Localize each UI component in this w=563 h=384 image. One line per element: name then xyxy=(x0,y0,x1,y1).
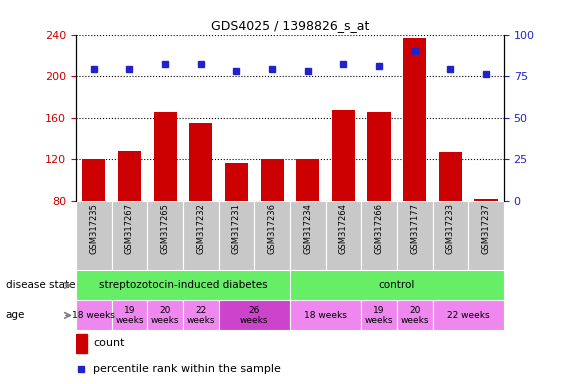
Bar xyxy=(397,300,432,330)
Text: GSM317264: GSM317264 xyxy=(339,203,348,254)
Title: GDS4025 / 1398826_s_at: GDS4025 / 1398826_s_at xyxy=(211,19,369,32)
Bar xyxy=(76,270,290,300)
Text: 22 weeks: 22 weeks xyxy=(447,311,490,320)
Bar xyxy=(432,300,504,330)
Bar xyxy=(361,201,397,270)
Bar xyxy=(183,201,218,270)
Text: 19
weeks: 19 weeks xyxy=(365,306,394,325)
Text: 22
weeks: 22 weeks xyxy=(186,306,215,325)
Bar xyxy=(296,159,319,201)
Text: GSM317236: GSM317236 xyxy=(267,203,276,254)
Text: percentile rank within the sample: percentile rank within the sample xyxy=(93,364,281,374)
Bar xyxy=(218,201,254,270)
Text: 20
weeks: 20 weeks xyxy=(151,306,180,325)
Bar xyxy=(439,152,462,201)
Text: GSM317232: GSM317232 xyxy=(196,203,205,254)
Bar xyxy=(290,300,361,330)
Bar xyxy=(82,159,105,201)
Bar xyxy=(368,113,391,201)
Bar xyxy=(111,300,148,330)
Text: GSM317266: GSM317266 xyxy=(374,203,383,254)
Bar xyxy=(361,300,397,330)
Text: GSM317237: GSM317237 xyxy=(481,203,490,254)
Bar xyxy=(148,300,183,330)
Text: disease state: disease state xyxy=(6,280,75,290)
Text: 26
weeks: 26 weeks xyxy=(240,306,269,325)
Bar xyxy=(189,123,212,201)
Text: count: count xyxy=(93,338,124,348)
Bar xyxy=(397,201,432,270)
Bar xyxy=(254,201,290,270)
Bar xyxy=(332,110,355,201)
Bar xyxy=(76,334,87,353)
Bar xyxy=(325,201,361,270)
Bar xyxy=(468,201,504,270)
Text: GSM317177: GSM317177 xyxy=(410,203,419,254)
Text: GSM317231: GSM317231 xyxy=(232,203,241,254)
Bar xyxy=(225,163,248,201)
Text: GSM317234: GSM317234 xyxy=(303,203,312,254)
Text: 20
weeks: 20 weeks xyxy=(400,306,429,325)
Bar xyxy=(475,199,498,201)
Text: GSM317267: GSM317267 xyxy=(125,203,134,254)
Text: GSM317265: GSM317265 xyxy=(160,203,169,254)
Bar xyxy=(183,300,218,330)
Text: age: age xyxy=(6,310,25,320)
Text: GSM317235: GSM317235 xyxy=(90,203,99,254)
Bar xyxy=(154,113,177,201)
Bar xyxy=(76,201,111,270)
Bar xyxy=(148,201,183,270)
Bar xyxy=(403,38,426,201)
Bar xyxy=(76,300,111,330)
Bar xyxy=(111,201,148,270)
Text: control: control xyxy=(379,280,415,290)
Bar xyxy=(290,201,325,270)
Text: 18 weeks: 18 weeks xyxy=(73,311,115,320)
Text: GSM317233: GSM317233 xyxy=(446,203,455,254)
Bar xyxy=(261,159,284,201)
Bar xyxy=(218,300,290,330)
Text: streptozotocin-induced diabetes: streptozotocin-induced diabetes xyxy=(99,280,267,290)
Bar xyxy=(432,201,468,270)
Text: 18 weeks: 18 weeks xyxy=(304,311,347,320)
Bar xyxy=(118,151,141,201)
Text: 19
weeks: 19 weeks xyxy=(115,306,144,325)
Bar xyxy=(290,270,504,300)
